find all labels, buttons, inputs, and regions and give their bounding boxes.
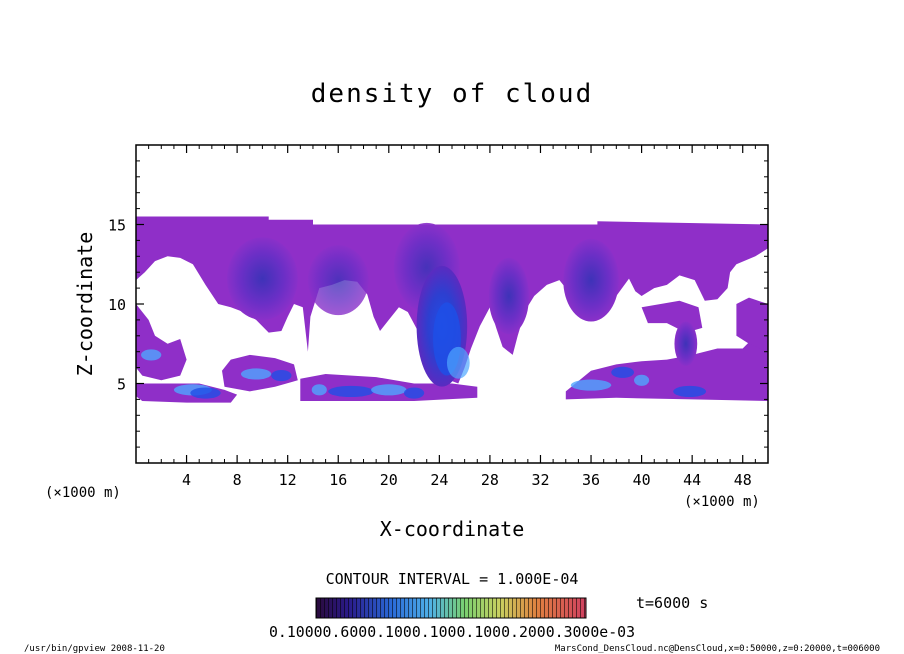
left-cloud-flank xyxy=(136,304,187,381)
colorbar xyxy=(315,597,587,619)
x-tick-label: 20 xyxy=(380,471,398,489)
low-level-filament xyxy=(611,366,635,378)
cloud-cell-36km xyxy=(563,238,619,322)
y-tick-label: 10 xyxy=(108,296,126,314)
footer-left: /usr/bin/gpview 2008-11-20 xyxy=(24,644,165,654)
low-level-filament xyxy=(403,387,425,399)
contour-interval: CONTOUR INTERVAL = 1.000E-04 xyxy=(326,570,579,588)
low-level-filament xyxy=(141,349,162,361)
cloud-cell-29km xyxy=(488,257,530,335)
low-level-filament xyxy=(311,384,327,396)
x-tick-label: 28 xyxy=(481,471,499,489)
low-level-filament xyxy=(634,374,650,386)
cloud-cell-10km xyxy=(227,237,298,320)
y-axis-ticks: 5 10 15 xyxy=(108,160,768,448)
right-cloud-column xyxy=(736,297,768,352)
x-tick-label: 4 xyxy=(182,471,191,489)
x-axis-ticks: 4 8 12 16 20 24 28 32 36 40 44 48 xyxy=(148,145,756,489)
cloud-cell-16km xyxy=(307,245,369,316)
y-axis-label: Z-coordinate xyxy=(73,232,97,377)
x-axis-label: X-coordinate xyxy=(380,517,525,541)
y-tick-label: 15 xyxy=(108,217,126,235)
time-label: t=6000 s xyxy=(636,594,708,612)
x-tick-label: 8 xyxy=(233,471,242,489)
x-tick-label: 44 xyxy=(683,471,701,489)
x-axis-unit: (×1000 m) xyxy=(684,494,760,510)
low-level-filament xyxy=(190,387,221,399)
x-tick-label: 40 xyxy=(633,471,651,489)
footer-right: MarsCond_DensCloud.nc@DensCloud,x=0:5000… xyxy=(555,644,880,654)
x-tick-label: 48 xyxy=(734,471,752,489)
low-level-filament xyxy=(271,369,292,382)
x-tick-label: 12 xyxy=(279,471,297,489)
low-level-filament xyxy=(371,384,407,396)
x-tick-label: 32 xyxy=(531,471,549,489)
low-level-filament xyxy=(673,385,707,398)
colorbar-labels: 0.10000.6000.1000.1000.1000.2000.3000e-0… xyxy=(269,623,635,641)
density-core-bright xyxy=(446,346,470,379)
y-axis-unit: (×1000 m) xyxy=(45,485,121,501)
x-tick-label: 16 xyxy=(329,471,347,489)
cloud-density-field xyxy=(136,213,768,403)
lower-cloud-band-right xyxy=(565,307,768,401)
x-tick-label: 24 xyxy=(430,471,448,489)
x-tick-label: 36 xyxy=(582,471,600,489)
cloud-cell-43km xyxy=(674,321,698,367)
low-level-filament xyxy=(328,385,374,398)
chart-title: density of cloud xyxy=(311,79,593,109)
y-tick-label: 5 xyxy=(117,376,126,394)
low-level-filament xyxy=(570,379,612,391)
low-level-filament xyxy=(240,368,272,380)
